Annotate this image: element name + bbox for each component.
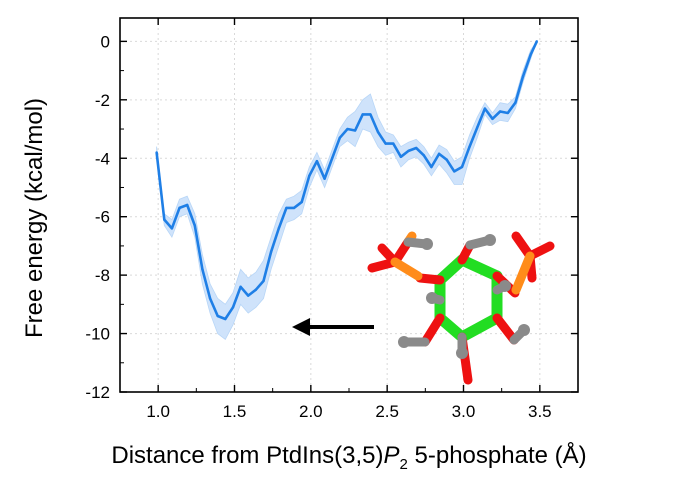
data-point	[353, 129, 357, 132]
data-point	[422, 154, 426, 157]
x-axis-title-subscript: 2	[400, 456, 408, 473]
data-point	[277, 227, 280, 230]
data-point	[384, 142, 387, 145]
data-point	[392, 142, 395, 145]
data-point	[414, 146, 418, 150]
data-point	[254, 288, 258, 291]
error-band	[156, 41, 538, 341]
data-point	[247, 294, 250, 297]
y-tick-label: -10	[85, 325, 110, 344]
data-point	[535, 40, 538, 43]
x-axis-title-suffix: 5-phosphate (Å)	[408, 441, 587, 469]
y-tick-label: -6	[95, 208, 110, 227]
data-point	[201, 268, 204, 271]
arrow-head	[292, 318, 310, 336]
data-point	[285, 206, 288, 210]
data-point	[445, 158, 448, 161]
y-tick-label: -8	[95, 266, 110, 285]
data-point	[155, 151, 158, 154]
data-point	[430, 165, 433, 169]
data-point	[170, 227, 174, 230]
hydrogen-atoms	[398, 234, 530, 359]
x-tick-label: 3.5	[528, 402, 552, 421]
series-line	[155, 40, 538, 321]
data-point	[178, 206, 181, 210]
data-point	[193, 224, 197, 227]
data-point	[491, 117, 494, 121]
data-point	[506, 111, 509, 115]
data-point	[208, 297, 212, 300]
x-tick-label: 2.5	[375, 402, 399, 421]
data-point	[476, 126, 479, 129]
data-point	[338, 136, 342, 139]
x-axis-title: Distance from PtdIns(3,5)P2 5-phosphate …	[111, 441, 586, 473]
data-point	[460, 165, 464, 169]
data-point	[514, 101, 517, 104]
y-tick-label: -2	[95, 91, 110, 110]
y-tick-label: -12	[85, 383, 110, 402]
data-point	[292, 206, 296, 210]
y-tick-label: 0	[101, 32, 110, 51]
carbon-bonds	[434, 254, 503, 343]
x-tick-label: 3.0	[452, 402, 476, 421]
data-point	[262, 279, 265, 283]
y-tick-label: -4	[95, 149, 110, 168]
x-axis-title-prefix: Distance from PtdIns(3,5)	[111, 442, 383, 469]
x-axis-ticks: 1.0 1.5 2.0 2.5 3.0 3.5	[146, 18, 552, 421]
data-point	[185, 203, 189, 207]
data-point	[453, 170, 456, 173]
data-point	[529, 53, 532, 56]
y-axis-ticks: 0 -2 -4 -6 -8 -10 -12	[85, 32, 578, 402]
data-point	[399, 155, 403, 158]
molecule-stick-model-icon	[367, 231, 555, 385]
data-point	[483, 107, 487, 110]
y-axis-title: Free energy (kcal/mol)	[21, 98, 48, 338]
x-tick-label: 1.5	[223, 402, 247, 421]
data-point	[407, 149, 410, 153]
data-point	[376, 130, 380, 134]
x-tick-label: 1.0	[146, 402, 170, 421]
data-point	[521, 75, 525, 78]
data-point	[269, 250, 273, 253]
data-point	[437, 152, 441, 156]
data-point	[216, 314, 219, 318]
data-point	[231, 306, 235, 309]
x-axis-title-italic: P	[383, 442, 399, 469]
data-point	[498, 110, 502, 113]
data-point	[468, 145, 471, 148]
x-tick-label: 2.0	[299, 402, 323, 421]
data-point	[323, 177, 326, 180]
data-point	[315, 159, 319, 163]
data-point	[308, 174, 311, 177]
data-point	[346, 127, 349, 131]
left-arrow-annotation	[292, 318, 374, 336]
data-point	[300, 200, 303, 204]
data-point	[163, 218, 166, 221]
data-point	[239, 285, 242, 289]
data-points	[155, 40, 538, 321]
data-point	[369, 113, 372, 116]
data-point	[331, 157, 334, 160]
data-point	[224, 317, 227, 321]
data-point	[361, 113, 364, 116]
